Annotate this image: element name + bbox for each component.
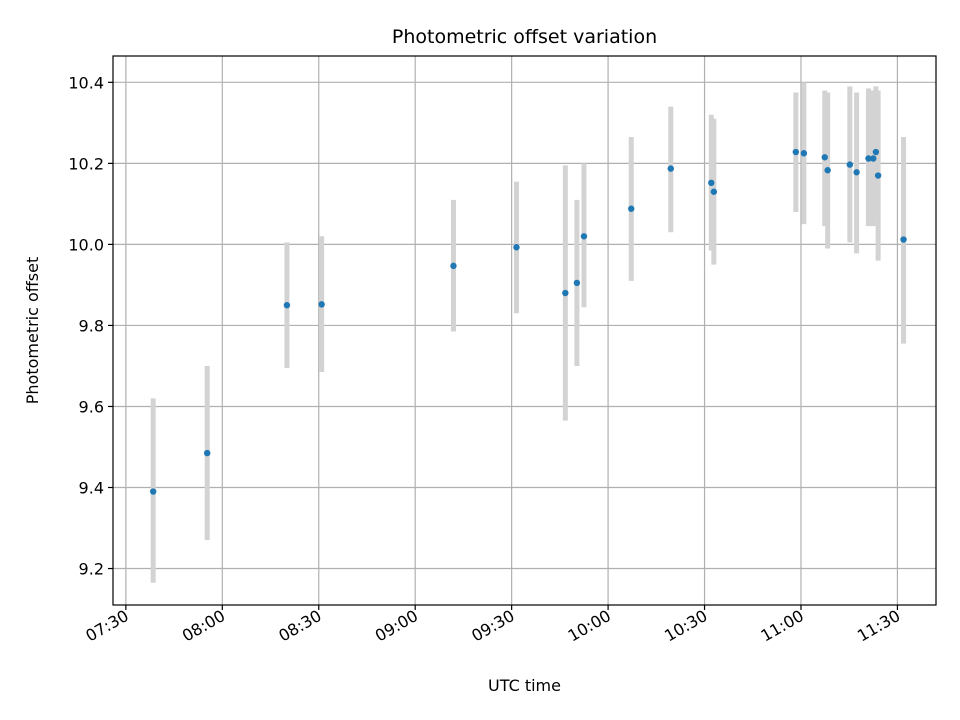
data-point <box>667 165 674 172</box>
y-tick-label: 9.6 <box>79 397 104 416</box>
data-point <box>149 488 157 495</box>
data-points <box>149 148 907 495</box>
data-point <box>708 179 715 187</box>
y-tick-label: 9.4 <box>79 479 104 498</box>
data-point <box>283 301 291 309</box>
data-point <box>318 301 325 308</box>
y-tick-label: 9.8 <box>79 316 104 335</box>
data-point <box>580 233 588 240</box>
chart-title: Photometric offset variation <box>392 26 657 48</box>
data-point <box>821 154 828 161</box>
data-point <box>710 188 718 195</box>
data-point <box>824 167 831 174</box>
data-point <box>853 169 860 176</box>
data-point <box>792 148 800 156</box>
y-axis-label: Photometric offset <box>23 257 42 405</box>
x-axis-label: UTC time <box>488 676 561 695</box>
data-point <box>874 172 882 179</box>
y-tick-label: 10.0 <box>68 235 104 254</box>
data-point <box>872 148 880 156</box>
data-point <box>846 161 854 168</box>
data-point <box>562 289 569 297</box>
data-point <box>573 279 581 287</box>
y-tick-label: 9.2 <box>79 560 104 579</box>
data-point <box>870 155 877 162</box>
data-point <box>800 150 808 157</box>
y-tick-label: 10.2 <box>68 154 104 173</box>
data-point <box>865 155 872 162</box>
data-point <box>203 449 211 457</box>
data-point <box>513 244 520 251</box>
plot-frame <box>112 55 937 606</box>
grid <box>113 56 936 605</box>
data-point <box>450 262 457 270</box>
data-point <box>628 205 635 212</box>
y-tick-label: 10.4 <box>68 73 104 92</box>
data-point <box>900 236 907 243</box>
